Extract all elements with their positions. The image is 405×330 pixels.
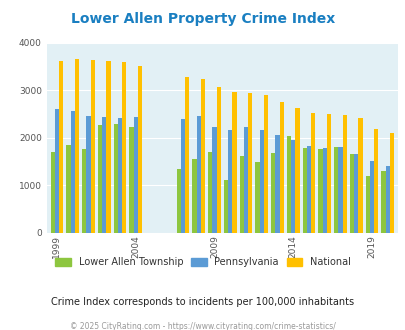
Bar	[380, 171, 385, 233]
Bar	[286, 136, 290, 233]
Bar	[133, 117, 137, 233]
Bar	[389, 133, 393, 233]
Bar	[212, 127, 216, 233]
Bar	[239, 156, 243, 233]
Bar	[349, 154, 353, 233]
Bar	[106, 61, 110, 233]
Bar	[82, 149, 86, 233]
Bar	[290, 140, 294, 233]
Bar	[302, 148, 306, 233]
Bar	[333, 147, 337, 233]
Bar	[117, 118, 122, 233]
Bar	[369, 161, 373, 233]
Bar	[228, 130, 232, 233]
Bar	[232, 92, 236, 233]
Bar	[271, 153, 275, 233]
Bar	[216, 87, 220, 233]
Text: Lower Allen Property Crime Index: Lower Allen Property Crime Index	[71, 12, 334, 25]
Bar	[263, 95, 267, 233]
Bar	[176, 169, 180, 233]
Bar	[337, 147, 342, 233]
Bar	[364, 176, 369, 233]
Bar	[122, 62, 126, 233]
Bar	[326, 114, 330, 233]
Bar	[51, 152, 55, 233]
Bar	[318, 149, 322, 233]
Bar	[306, 146, 310, 233]
Text: Crime Index corresponds to incidents per 100,000 inhabitants: Crime Index corresponds to incidents per…	[51, 297, 354, 307]
Bar	[75, 59, 79, 233]
Bar	[129, 127, 133, 233]
Bar	[357, 118, 362, 233]
Bar	[200, 79, 205, 233]
Bar	[342, 115, 346, 233]
Bar	[310, 113, 315, 233]
Bar	[385, 166, 389, 233]
Bar	[294, 108, 299, 233]
Bar	[137, 66, 142, 233]
Bar	[102, 117, 106, 233]
Bar	[322, 148, 326, 233]
Bar	[113, 124, 117, 233]
Bar	[90, 60, 95, 233]
Bar	[180, 119, 185, 233]
Bar	[353, 154, 357, 233]
Bar	[55, 109, 59, 233]
Bar	[223, 180, 228, 233]
Text: © 2025 CityRating.com - https://www.cityrating.com/crime-statistics/: © 2025 CityRating.com - https://www.city…	[70, 322, 335, 330]
Bar	[185, 77, 189, 233]
Bar	[247, 93, 252, 233]
Bar	[196, 116, 200, 233]
Bar	[59, 61, 63, 233]
Bar	[243, 127, 247, 233]
Bar	[255, 162, 259, 233]
Bar	[86, 116, 90, 233]
Bar	[373, 129, 377, 233]
Legend: Lower Allen Township, Pennsylvania, National: Lower Allen Township, Pennsylvania, Nati…	[55, 257, 350, 267]
Bar	[192, 159, 196, 233]
Bar	[207, 152, 212, 233]
Bar	[70, 111, 75, 233]
Bar	[279, 102, 283, 233]
Bar	[98, 125, 102, 233]
Bar	[259, 130, 263, 233]
Bar	[66, 145, 70, 233]
Bar	[275, 135, 279, 233]
